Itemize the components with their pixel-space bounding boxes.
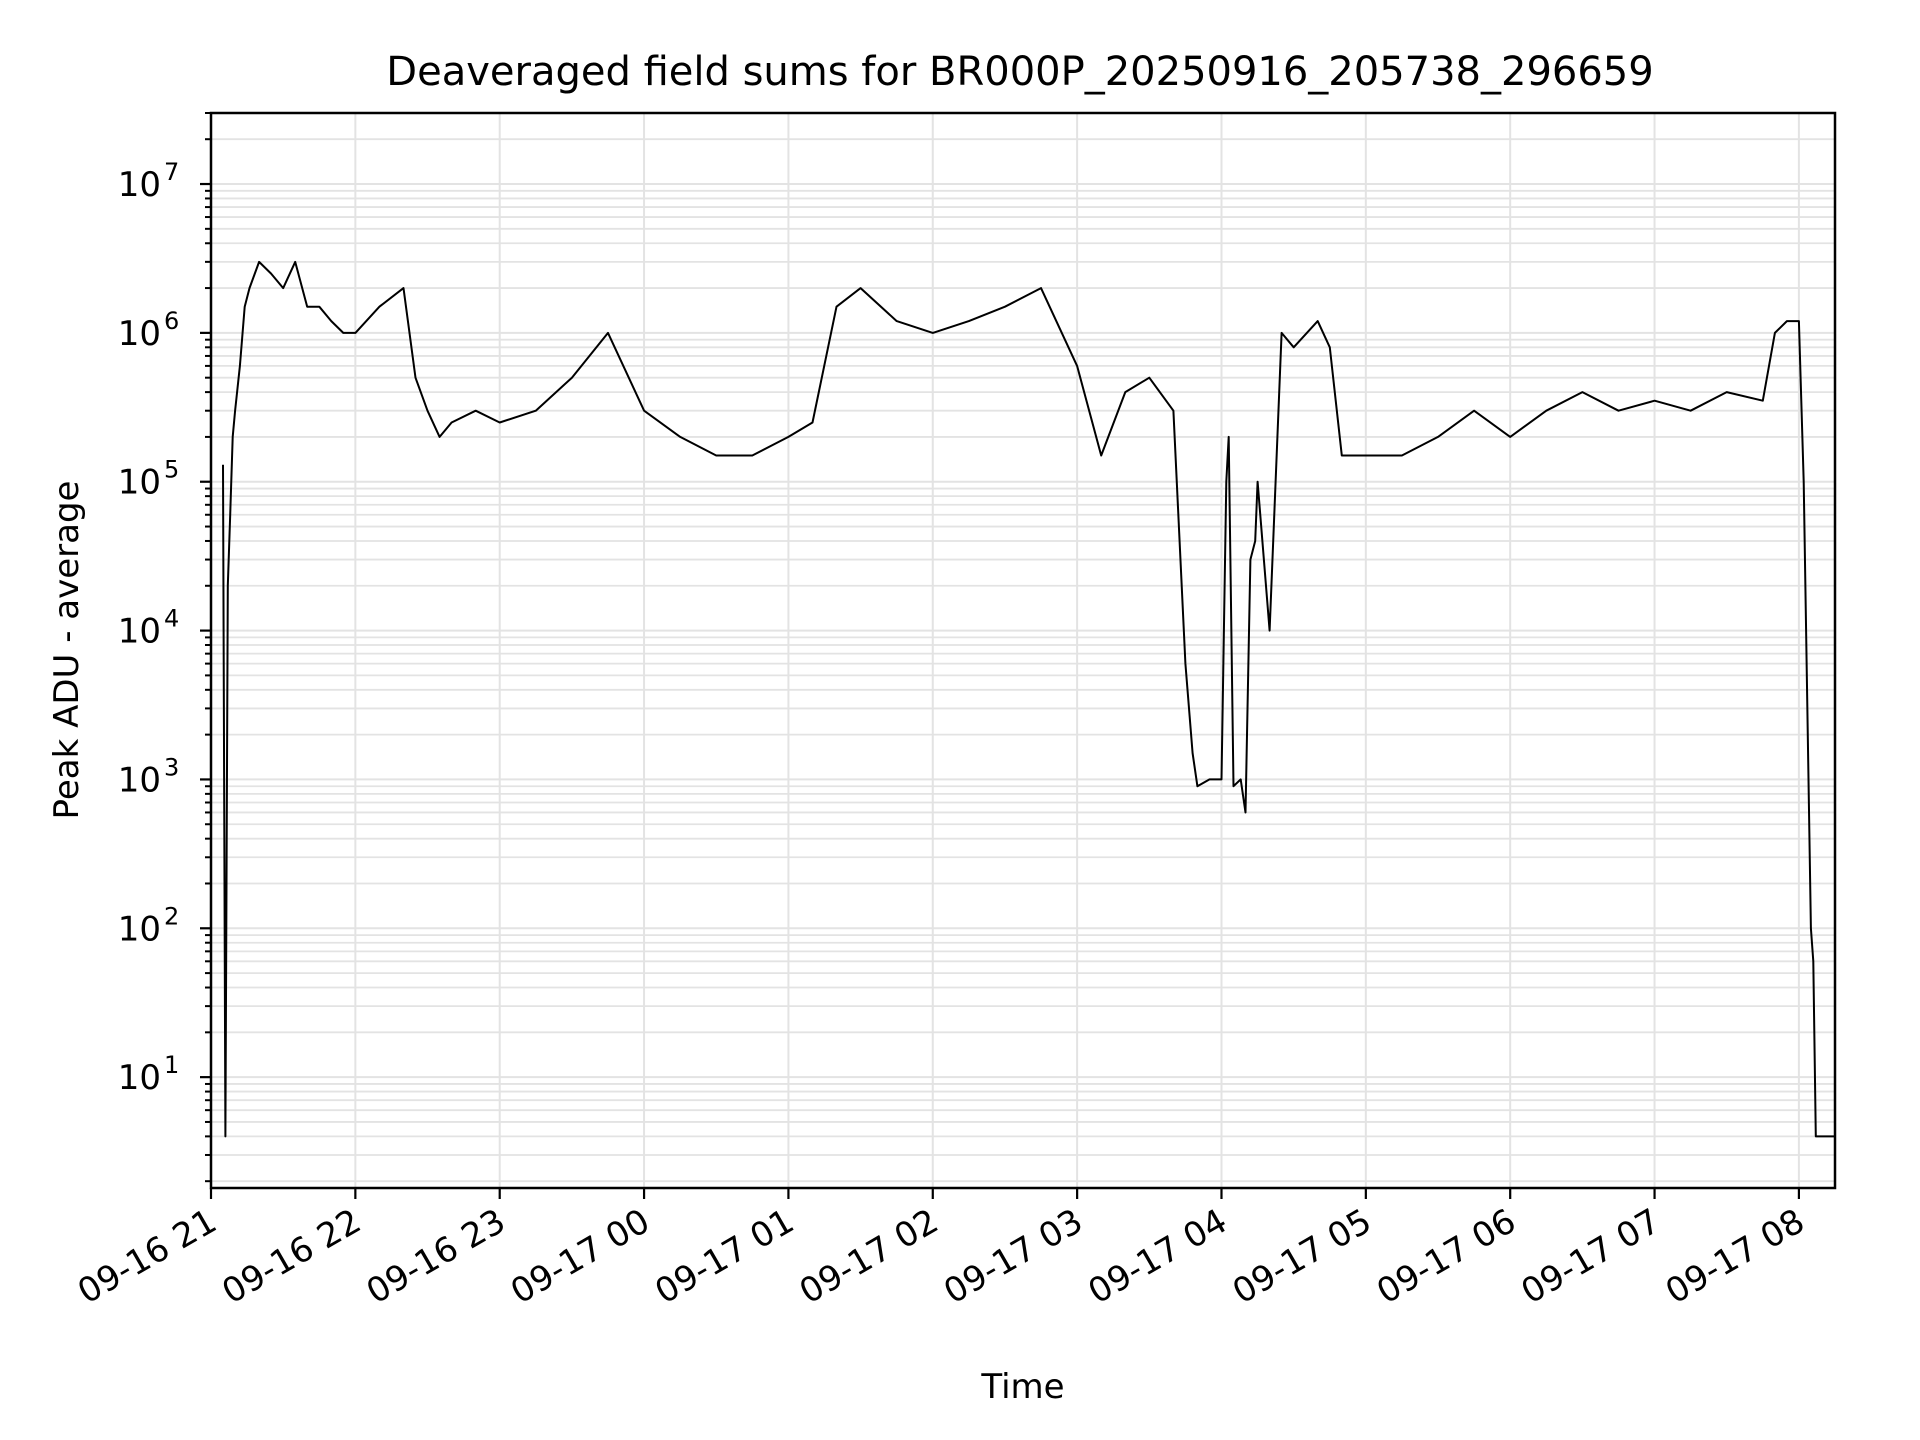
y-tick-exponent: 7 [164, 158, 179, 186]
x-axis-label: Time [980, 1367, 1064, 1407]
y-tick-exponent: 6 [164, 307, 179, 335]
y-tick-label: 10 [118, 463, 161, 503]
y-tick-exponent: 4 [164, 605, 179, 633]
y-tick-label: 10 [118, 165, 161, 205]
y-tick-label: 10 [118, 909, 161, 949]
y-tick-exponent: 3 [164, 753, 179, 781]
series-line [222, 260, 1835, 1138]
series-layer [222, 260, 1835, 1138]
y-tick-label: 10 [118, 1058, 161, 1098]
grid-lines [210, 112, 1835, 1188]
y-tick-exponent: 5 [164, 456, 179, 484]
y-axis-label: Peak ADU - average [47, 481, 87, 820]
y-tick-label: 10 [118, 612, 161, 652]
y-tick-label: 10 [118, 760, 161, 800]
plot-frame [209, 111, 1837, 1190]
y-tick-label: 10 [118, 314, 161, 354]
chart-title: Deaveraged field sums for BR000P_2025091… [386, 49, 1653, 95]
y-tick-exponent: 2 [164, 902, 179, 930]
y-tick-exponent: 1 [164, 1051, 179, 1079]
